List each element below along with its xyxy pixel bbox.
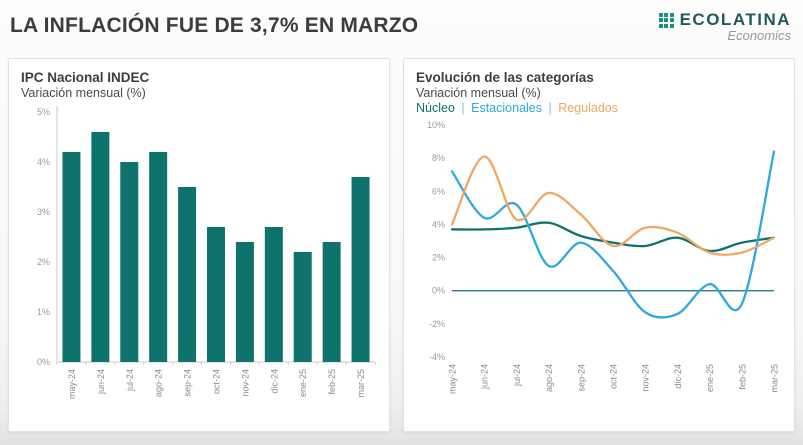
x-tick-label: sep-24 <box>576 364 586 392</box>
series-line-núcleo <box>450 221 776 253</box>
x-tick-label: mar-25 <box>356 369 366 398</box>
x-tick-label: oct-24 <box>609 364 619 389</box>
x-tick-label: jul-24 <box>512 364 522 387</box>
legend-nucleo: Núcleo <box>416 101 455 115</box>
categorias-panel: Evolución de las categorías Variación me… <box>403 58 795 432</box>
bar-ene-25 <box>293 252 312 362</box>
x-tick-label: may-24 <box>67 369 77 399</box>
y-tick-label: 0% <box>37 357 50 367</box>
bar-sep-24 <box>178 187 197 362</box>
y-tick-label: 10% <box>427 120 445 130</box>
x-tick-label: ene-25 <box>298 369 308 397</box>
bar-chart-title: IPC Nacional INDEC <box>21 70 150 85</box>
x-tick-label: feb-25 <box>737 364 747 390</box>
line-chart-subtitle: Variación mensual (%) <box>416 86 541 100</box>
series-line-regulados <box>450 155 776 256</box>
bar-jun-24 <box>91 132 110 362</box>
bar-feb-25 <box>322 242 341 362</box>
y-tick-label: -2% <box>429 319 445 329</box>
y-tick-label: 2% <box>37 257 50 267</box>
bar-oct-24 <box>207 227 225 362</box>
bar-jul-24 <box>120 162 139 362</box>
x-tick-label: dic-24 <box>269 369 279 394</box>
x-tick-label: feb-25 <box>327 369 337 395</box>
ipc-bar-chart: 0% 1% 2% 3% 4% 5% may-24 jun-24 jul-24 ago-24 sep-… <box>37 106 376 399</box>
line-chart-legend: Núcleo | Estacionales | Regulados <box>416 101 784 115</box>
bar-nov-24 <box>235 242 254 362</box>
y-tick-label: 6% <box>432 186 445 196</box>
x-tick-label: mar-25 <box>770 364 780 393</box>
x-tick-label: ago-24 <box>544 364 554 392</box>
x-tick-label: oct-24 <box>212 369 222 394</box>
legend-regulados: Regulados <box>558 101 618 115</box>
y-tick-label: -4% <box>429 352 445 362</box>
x-tick-label: may-24 <box>448 364 458 394</box>
bar-mar-25 <box>351 177 370 362</box>
legend-separator: | <box>545 101 556 115</box>
y-tick-label: 1% <box>37 307 50 317</box>
bar-ago-24 <box>149 152 168 362</box>
y-tick-label: 2% <box>432 253 445 263</box>
charts-row: IPC Nacional INDEC Variación mensual (%)… <box>0 54 803 432</box>
y-tick-label: 3% <box>37 207 50 217</box>
y-tick-label: 8% <box>432 153 445 163</box>
line-chart-title: Evolución de las categorías <box>416 70 594 85</box>
top-bar: LA INFLACIÓN FUE DE 3,7% EN MARZO ECOLAT… <box>0 0 803 54</box>
x-tick-label: ago-24 <box>154 369 164 397</box>
ipc-nacional-panel: IPC Nacional INDEC Variación mensual (%)… <box>8 58 390 432</box>
y-tick-label: 5% <box>37 107 50 117</box>
legend-separator: | <box>457 101 469 115</box>
x-tick-label: nov-24 <box>641 364 651 392</box>
x-tick-label: jun-24 <box>96 369 106 395</box>
y-tick-label: 4% <box>37 157 50 167</box>
legend-estacionales: Estacionales <box>471 101 542 115</box>
logo-tagline: Economics <box>727 28 791 43</box>
y-tick-label: 4% <box>432 219 445 229</box>
ecolatina-logo: ECOLATINA Economics <box>658 10 793 43</box>
series-line-estacionales <box>450 150 776 319</box>
logo-name: ECOLATINA <box>679 10 791 29</box>
bar-may-24 <box>62 152 81 362</box>
bar-dic-24 <box>264 227 283 362</box>
x-tick-label: sep-24 <box>183 369 193 397</box>
x-tick-label: ene-25 <box>705 364 715 392</box>
x-tick-label: jun-24 <box>480 364 490 390</box>
page-title: LA INFLACIÓN FUE DE 3,7% EN MARZO <box>10 14 419 37</box>
y-tick-label: 0% <box>432 286 445 296</box>
ecolatina-dots-icon <box>658 12 674 28</box>
x-tick-label: nov-24 <box>240 369 250 397</box>
x-tick-label: jul-24 <box>125 369 135 392</box>
bar-chart-subtitle: Variación mensual (%) <box>21 86 146 100</box>
categorias-line-chart: -4% -2% 0% 2% 4% 6% 8% 10% may-24 jun-24 jul-24 ago… <box>427 120 780 394</box>
x-tick-label: dic-24 <box>673 364 683 389</box>
